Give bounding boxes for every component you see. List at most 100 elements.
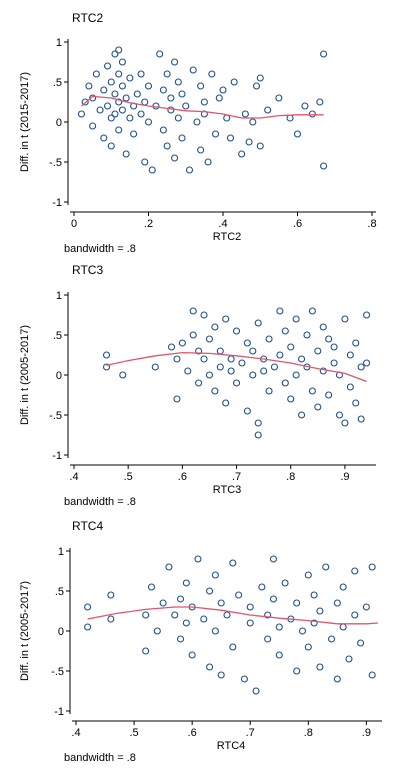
scatter-point	[144, 82, 153, 90]
scatter-point	[281, 379, 289, 387]
scatter-point	[219, 86, 227, 94]
scatter-point	[252, 82, 261, 90]
scatter-point	[147, 583, 156, 591]
scatter-point	[165, 563, 173, 571]
scatter-point	[287, 343, 295, 351]
scatter-point	[298, 411, 306, 419]
scatter-point	[173, 355, 181, 363]
scatter-point	[249, 347, 257, 355]
x-tick-label: .5	[129, 727, 138, 739]
scatter-point	[229, 559, 237, 567]
scatter-point	[246, 619, 254, 627]
scatter-point	[227, 367, 235, 375]
x-axis-label: RTC2	[213, 231, 242, 243]
scatter-point	[171, 154, 179, 162]
scatter-point	[197, 146, 205, 154]
scatter-point	[352, 339, 360, 347]
scatter-point	[189, 66, 197, 74]
scatter-point	[276, 307, 284, 315]
scatter-point	[122, 150, 130, 158]
scatter-point	[304, 643, 312, 651]
scatter-point	[171, 611, 179, 619]
y-tick-label: .5	[53, 330, 62, 342]
scatter-point	[352, 399, 360, 407]
scatter-point	[246, 603, 254, 611]
scatter-point	[339, 623, 347, 631]
scatter-point	[216, 347, 224, 355]
scatter-point	[339, 583, 347, 591]
scatter-point	[107, 78, 115, 86]
y-tick-label: 0	[56, 117, 62, 129]
scatter-point	[111, 50, 119, 58]
scatter-point	[314, 403, 322, 411]
panel-3: RTC4 -1 -.5 0 .5 1 .4 .5 .6 .7 .8 .9 Diff. in t (200…	[19, 519, 382, 764]
y-axis-label: Diff. in t (2015-2017)	[19, 72, 31, 172]
scatter-point	[286, 114, 294, 122]
scatter-point	[200, 98, 208, 106]
scatter-point	[118, 82, 126, 90]
scatter-point	[141, 158, 149, 166]
scatter-point	[357, 639, 365, 647]
scatter-point	[205, 371, 214, 379]
panel-title: RTC2	[72, 11, 103, 25]
scatter-point	[241, 110, 249, 118]
scatter-point	[178, 339, 186, 347]
x-tick-label: .8	[367, 218, 376, 230]
scatter-point	[107, 615, 115, 623]
scatter-point	[77, 110, 85, 118]
bandwidth-note: bandwidth = .8	[64, 752, 136, 764]
scatter-point	[230, 78, 238, 86]
scatter-point	[243, 407, 251, 415]
scatter-point	[111, 110, 119, 118]
y-tick-label: 0	[58, 626, 64, 638]
x-tick-label: .9	[362, 727, 371, 739]
scatter-point	[330, 359, 338, 367]
x-tick-label: .7	[246, 727, 255, 739]
x-tick-label: .5	[124, 471, 133, 483]
scatter-point	[148, 166, 156, 174]
scatter-point	[293, 130, 302, 138]
scatter-point	[193, 118, 201, 126]
scatter-point	[310, 619, 318, 627]
y-tick-label: 1	[56, 37, 62, 49]
scatter-point	[178, 134, 186, 142]
scatter-point	[322, 563, 330, 571]
scatter-point	[84, 623, 92, 631]
y-tick-label: .5	[53, 77, 62, 89]
scatter-point	[341, 419, 349, 427]
scatter-point	[303, 331, 311, 339]
scatter-point	[304, 571, 312, 579]
scatter-point	[301, 102, 309, 110]
scatter-point	[92, 70, 100, 78]
scatter-point	[115, 46, 123, 54]
scatter-point	[308, 387, 316, 395]
scatter-point	[314, 347, 322, 355]
scatter-point	[333, 675, 341, 683]
scatter-point	[335, 411, 344, 419]
scatter-point	[171, 58, 179, 66]
scatter-point	[81, 98, 89, 106]
scatter-point	[184, 367, 192, 375]
scatter-point	[211, 323, 219, 331]
scatter-point	[84, 603, 92, 611]
scatter-point	[176, 635, 185, 643]
x-tick-label: .6	[178, 471, 187, 483]
scatter-point	[182, 619, 190, 627]
scatter-point	[195, 347, 203, 355]
scatter-point	[107, 142, 115, 150]
scatter-point	[111, 90, 119, 98]
scatter-point	[206, 663, 214, 671]
scatter-point	[174, 114, 182, 122]
scatter-point	[126, 114, 134, 122]
scatter-point	[293, 667, 301, 675]
scatter-point	[122, 94, 130, 102]
bandwidth-note: bandwidth = .8	[64, 243, 136, 255]
scatter-point	[276, 351, 284, 359]
x-tick-label: .8	[304, 727, 313, 739]
y-tick-label: -1	[54, 706, 64, 718]
scatter-point	[254, 431, 262, 439]
scatter-point	[200, 355, 208, 363]
scatter-point	[189, 331, 197, 339]
x-tick-label: .4	[69, 471, 78, 483]
scatter-point	[308, 110, 316, 118]
